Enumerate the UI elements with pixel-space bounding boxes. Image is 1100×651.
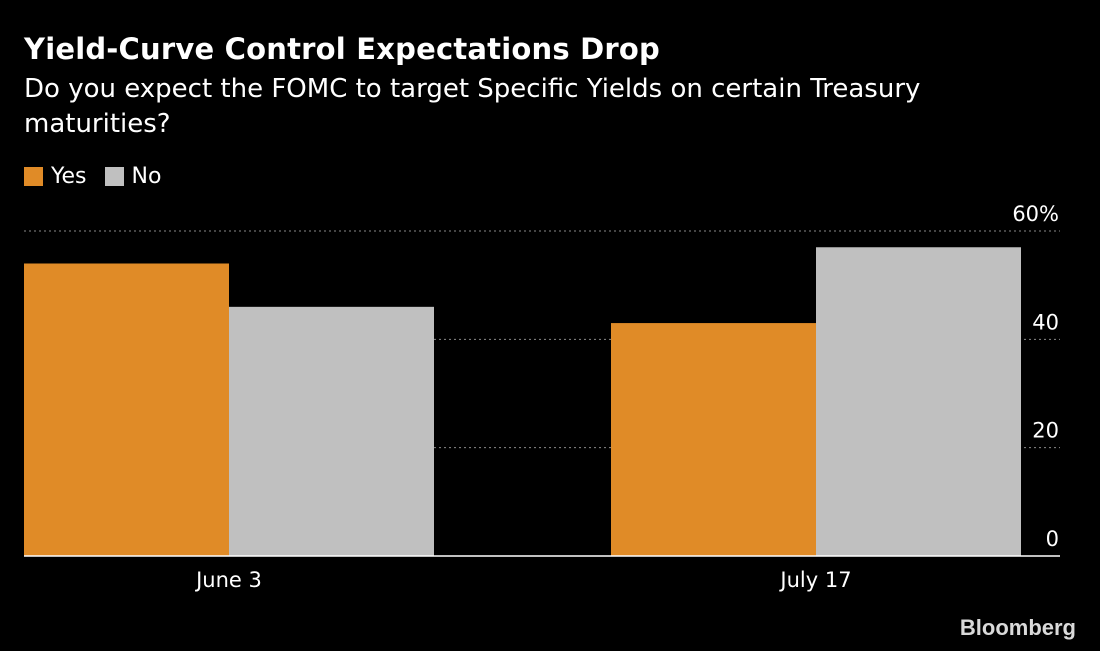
legend: Yes No [24, 164, 179, 189]
legend-swatch-yes [24, 167, 43, 186]
chart-title: Yield-Curve Control Expectations Drop [24, 32, 660, 66]
legend-swatch-no [104, 167, 124, 186]
legend-item-no: No [104, 164, 162, 189]
bar-no [229, 306, 434, 556]
legend-item-yes: Yes [24, 164, 87, 189]
y-tick-label: 40 [1032, 310, 1059, 334]
chart-subtitle: Do you expect the FOMC to target Specifi… [24, 74, 921, 139]
x-tick-label: June 3 [194, 568, 262, 592]
legend-label-no: No [131, 164, 162, 189]
y-tick-label: 20 [1032, 419, 1059, 443]
bar-no [816, 247, 1021, 556]
legend-label-yes: Yes [51, 164, 87, 189]
y-tick-label: 60% [1012, 202, 1059, 226]
y-tick-label: 0 [1046, 527, 1059, 551]
x-tick-label: July 17 [778, 568, 851, 592]
bar-yes [24, 263, 229, 556]
bar-yes [611, 323, 816, 556]
bloomberg-logo: Bloomberg [959, 615, 1076, 640]
